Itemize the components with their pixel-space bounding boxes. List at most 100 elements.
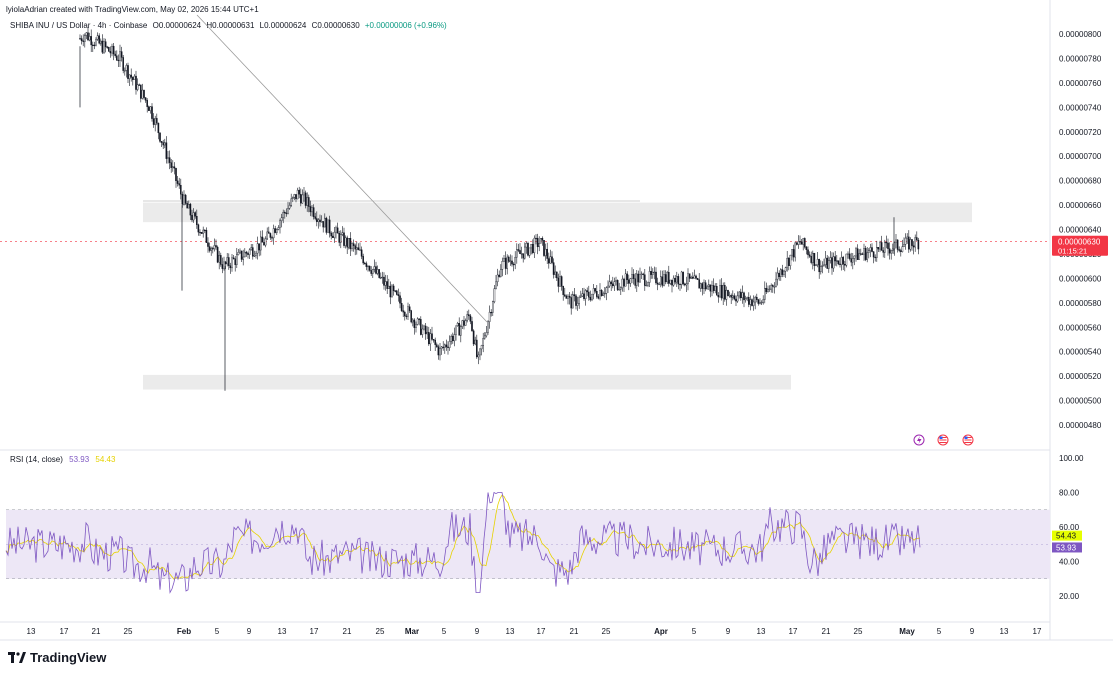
- candle-body: [256, 243, 259, 254]
- candle-body: [511, 260, 513, 265]
- candle-body: [517, 249, 520, 251]
- candle-body: [154, 118, 157, 125]
- candle-body: [852, 258, 854, 263]
- candle-body: [314, 216, 317, 219]
- candle-body: [183, 194, 185, 205]
- candle-body: [466, 314, 469, 321]
- candle-body: [413, 319, 416, 328]
- candle-body: [111, 45, 113, 54]
- price-tick-label: 0.00000680: [1059, 177, 1102, 186]
- candle-body: [789, 254, 792, 266]
- candle-body: [405, 315, 408, 317]
- candle-body: [911, 239, 913, 246]
- rsi-badge: [1052, 542, 1082, 553]
- candle-body: [565, 295, 568, 299]
- event-icons[interactable]: [913, 434, 974, 446]
- candle-body: [759, 302, 761, 304]
- candle-body: [357, 247, 360, 251]
- candle-body: [472, 330, 475, 345]
- candle-body: [504, 257, 507, 269]
- symbol-name[interactable]: SHIBA INU / US Dollar · 4h · Coinbase: [10, 21, 148, 30]
- candle-body: [791, 249, 793, 256]
- candle-body: [147, 106, 150, 111]
- candle-body: [648, 271, 651, 283]
- candle-body: [292, 197, 294, 200]
- candle-body: [317, 219, 320, 222]
- candle-body: [687, 273, 689, 284]
- candle-body: [375, 266, 377, 274]
- price-tick-label: 0.00000540: [1059, 348, 1102, 357]
- candle-body: [733, 295, 736, 300]
- candle-body: [157, 122, 160, 134]
- candle-body: [628, 279, 630, 284]
- candle-body: [858, 253, 860, 260]
- candle-body: [706, 286, 708, 290]
- trendline: [196, 14, 488, 323]
- candle-body: [874, 256, 876, 259]
- candle-body: [631, 274, 633, 279]
- candle-body: [269, 233, 272, 238]
- drawings[interactable]: [196, 14, 488, 323]
- candle-body: [117, 59, 120, 62]
- tradingview-brand[interactable]: TradingView: [8, 650, 106, 665]
- candle-body: [360, 249, 363, 257]
- candle-body: [221, 264, 224, 269]
- candle-body: [216, 246, 219, 263]
- time-tick-label: 13: [278, 627, 287, 636]
- candle-body: [332, 235, 334, 238]
- candle-body: [586, 290, 588, 293]
- candle-body: [716, 286, 718, 296]
- candle-body: [304, 192, 307, 206]
- candle-body: [348, 238, 350, 248]
- candle-body: [605, 287, 608, 294]
- candle-body: [695, 275, 697, 279]
- high-value: H0.00000631: [206, 21, 255, 30]
- time-axis[interactable]: 13 17 21 25 Feb 5 9 13 17 21 25 Mar 5 9 13 17 21 25 Apr 5 9 1…: [27, 627, 1042, 636]
- candle-body: [778, 272, 780, 278]
- candle-body: [440, 346, 443, 349]
- candle-body: [676, 276, 678, 283]
- candle-body: [890, 250, 892, 254]
- candle-body: [479, 348, 481, 356]
- candle-body: [312, 207, 315, 217]
- candle-body: [516, 249, 518, 258]
- candle-body: [101, 40, 104, 53]
- candle-body: [901, 246, 904, 252]
- candle-body: [672, 277, 675, 286]
- candle-body: [112, 45, 115, 55]
- candle-body: [740, 291, 742, 299]
- support-zone: [143, 374, 791, 390]
- candle-body: [456, 323, 459, 327]
- candle-body: [639, 274, 641, 283]
- candle-body: [744, 298, 747, 301]
- candle-body: [146, 100, 149, 107]
- candle-body: [303, 192, 305, 196]
- close-value: C0.00000630: [311, 21, 360, 30]
- price-axis[interactable]: 0.00000800 0.00000780 0.00000760 0.00000740…: [1059, 30, 1102, 430]
- candle-body: [816, 258, 819, 266]
- rsi-axis[interactable]: 100.00 80.00 60.00 40.00 20.00: [1059, 454, 1084, 601]
- candle-body: [866, 252, 868, 260]
- candle-body: [656, 282, 659, 285]
- candle-body: [824, 257, 827, 266]
- time-tick-label: 17: [1033, 627, 1042, 636]
- candle-body: [484, 335, 486, 339]
- candle-body: [389, 285, 392, 298]
- candle-body: [364, 262, 366, 264]
- candle-body: [664, 274, 667, 283]
- candle-body: [308, 197, 310, 207]
- candle-body: [856, 248, 859, 260]
- candle-body: [764, 288, 766, 300]
- candle-body: [917, 239, 920, 250]
- candle-body: [125, 65, 128, 71]
- candle-body: [711, 285, 713, 292]
- candle-body: [152, 118, 155, 125]
- candle-body: [884, 241, 886, 253]
- candle-body: [492, 301, 494, 313]
- candle-body: [810, 256, 812, 263]
- candle-body: [410, 310, 413, 323]
- rsi-label[interactable]: RSI (14, close): [10, 455, 63, 464]
- candle-body: [784, 267, 787, 272]
